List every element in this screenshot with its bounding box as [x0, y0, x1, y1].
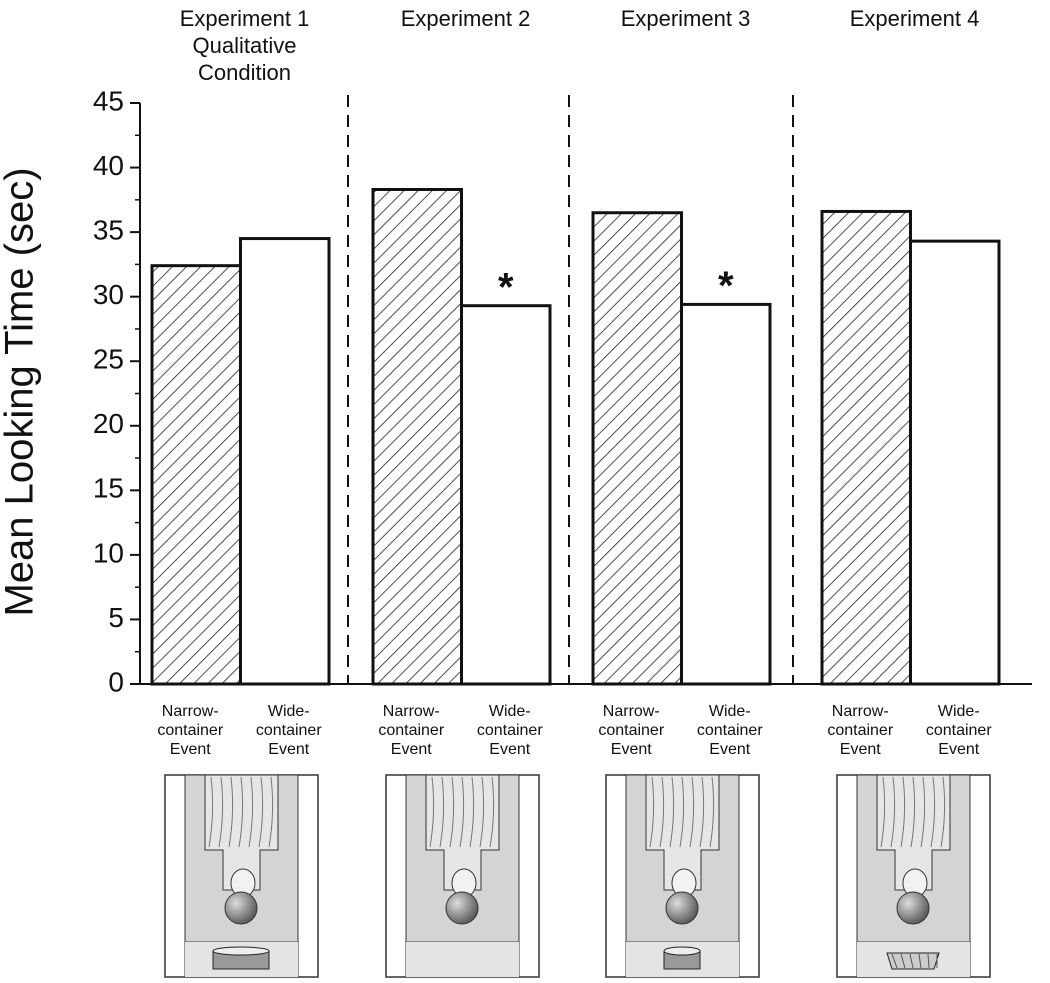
y-tick-label: 10	[93, 537, 124, 568]
x-tick-label: Narrow-	[603, 703, 660, 720]
screen-fold	[649, 776, 655, 848]
group-title: Experiment 4	[850, 6, 980, 31]
screen-fold	[940, 776, 946, 848]
x-tick-label: Event	[840, 741, 881, 758]
y-tick-label: 5	[108, 602, 124, 633]
x-tick-label: Event	[391, 741, 432, 758]
y-tick-label: 35	[93, 215, 124, 246]
floor	[406, 942, 519, 977]
y-tick-label: 25	[93, 344, 124, 375]
bar	[239, 237, 331, 686]
group-title: Experiment 3	[621, 6, 751, 31]
x-tick-label: container	[378, 722, 444, 739]
event-illustration	[164, 774, 319, 978]
screen-fold	[228, 776, 234, 848]
group-title: Condition	[198, 60, 291, 85]
group-title: Experiment 2	[401, 6, 531, 31]
y-tick-label: 15	[93, 473, 124, 504]
screen-fold	[679, 776, 685, 848]
bar	[460, 304, 552, 686]
group-title: Qualitative	[193, 33, 297, 58]
screen-fold	[699, 776, 705, 848]
y-tick-label: 0	[108, 666, 124, 697]
ball	[665, 891, 699, 925]
screen-fold	[900, 776, 906, 848]
x-tick-label: Wide-	[938, 703, 980, 720]
screen-fold	[479, 776, 485, 848]
x-tick-label: Narrow-	[162, 703, 219, 720]
bar	[150, 264, 242, 686]
x-tick-label: container	[598, 722, 664, 739]
x-tick-label: Event	[611, 741, 652, 758]
basket-weave	[900, 953, 906, 969]
x-tick-label: container	[827, 722, 893, 739]
x-tick-label: Event	[938, 741, 979, 758]
bar	[371, 188, 463, 686]
significance-marker: *	[718, 264, 734, 308]
x-tick-label: container	[256, 722, 322, 739]
screen-fold	[218, 776, 224, 848]
screen-fold	[439, 776, 445, 848]
screen-fold	[459, 776, 465, 848]
ball	[896, 891, 930, 925]
x-tick-label: Event	[489, 741, 530, 758]
x-tick-label: Narrow-	[832, 703, 889, 720]
screen-fold	[268, 776, 274, 848]
basket-weave	[918, 953, 922, 969]
x-tick-label: container	[926, 722, 992, 739]
ball	[445, 891, 479, 925]
screen-fold	[248, 776, 254, 848]
basket-weave	[891, 953, 898, 969]
basket-weave	[927, 953, 930, 969]
screen-fold	[669, 776, 675, 848]
bar	[820, 209, 912, 686]
y-tick-label: 45	[93, 85, 124, 116]
x-tick-label: Event	[268, 741, 309, 758]
screen-fold	[880, 776, 886, 848]
y-tick-label: 30	[93, 279, 124, 310]
screen-fold	[489, 776, 495, 848]
basket	[886, 952, 940, 970]
y-tick-label: 40	[93, 150, 124, 181]
x-tick-label: Narrow-	[383, 703, 440, 720]
bar	[680, 302, 772, 686]
screen-fold	[469, 776, 475, 848]
bar	[591, 211, 683, 686]
x-tick-label: Wide-	[709, 703, 751, 720]
x-tick-label: container	[157, 722, 223, 739]
screen-fold	[208, 776, 214, 848]
x-tick-label: Wide-	[268, 703, 310, 720]
screen-fold	[238, 776, 244, 848]
event-illustration	[385, 774, 540, 978]
screen-fold	[910, 776, 916, 848]
basket-weave	[909, 953, 914, 969]
screen-fold	[689, 776, 695, 848]
screen-fold	[659, 776, 665, 848]
x-tick-label: container	[477, 722, 543, 739]
container-rim	[212, 946, 270, 956]
y-tick-label: 20	[93, 408, 124, 439]
x-tick-label: Wide-	[489, 703, 531, 720]
screen-fold	[709, 776, 715, 848]
container-rim	[663, 946, 701, 956]
y-axis-label: Mean Looking Time (sec)	[0, 167, 42, 616]
significance-marker: *	[498, 265, 514, 309]
screen-fold	[930, 776, 936, 848]
group-title: Experiment 1	[180, 6, 310, 31]
screen-fold	[920, 776, 926, 848]
x-tick-label: Event	[170, 741, 211, 758]
screen-fold	[449, 776, 455, 848]
screen-fold	[258, 776, 264, 848]
x-tick-label: container	[697, 722, 763, 739]
ball	[224, 891, 258, 925]
event-illustration	[605, 774, 760, 978]
event-illustration	[836, 774, 991, 978]
x-tick-label: Event	[709, 741, 750, 758]
screen-fold	[890, 776, 896, 848]
screen-fold	[429, 776, 435, 848]
bar	[909, 239, 1001, 686]
